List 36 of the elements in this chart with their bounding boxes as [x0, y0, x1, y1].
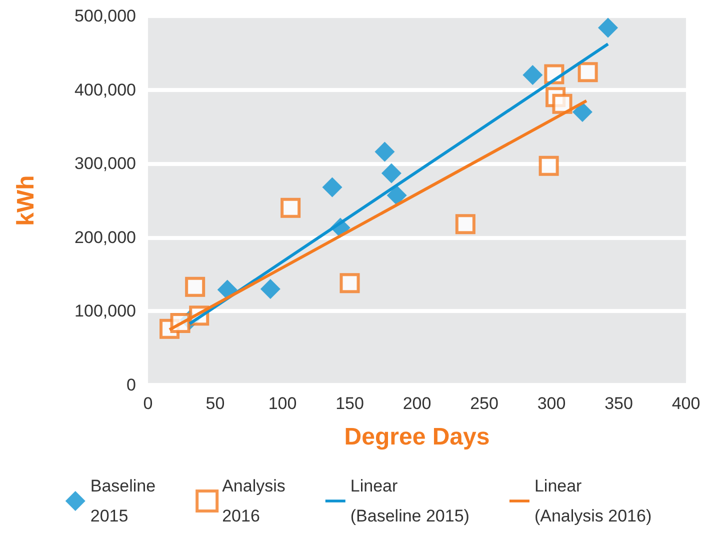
point: [578, 62, 598, 82]
y-tick-label: 400,000: [74, 80, 136, 100]
y-tick-label: 300,000: [74, 154, 136, 174]
point: [374, 142, 395, 162]
point: [185, 276, 206, 297]
x-tick-label: 50: [206, 394, 225, 413]
point: [322, 177, 342, 198]
legend-label: Analysis 2016: [222, 476, 286, 526]
x-tick-label: 350: [604, 394, 633, 413]
x-tick-label: 400: [672, 394, 700, 413]
x-tick-label: 200: [402, 394, 432, 413]
point: [280, 198, 301, 218]
x-tick-label: 100: [268, 394, 297, 413]
x-tick-label: 0: [143, 394, 153, 413]
point: [598, 18, 618, 38]
point: [522, 65, 543, 86]
point: [455, 214, 476, 234]
point: [260, 279, 280, 300]
legend-label: Baseline 2015: [90, 476, 156, 526]
y-tick-label: 100,000: [74, 302, 136, 321]
point: [386, 185, 407, 206]
legend-label: Linear (Baseline 2015): [350, 476, 470, 526]
point: [572, 102, 592, 122]
y-tick-label: 500,000: [74, 6, 136, 26]
y-tick-label: 0: [126, 376, 136, 394]
y-axis-title: kWh: [12, 175, 40, 226]
x-tick-label: 300: [537, 394, 566, 413]
x-tick-label: 150: [336, 394, 364, 413]
point: [538, 156, 559, 176]
y-tick-label: 200,000: [74, 228, 136, 247]
point: [552, 94, 572, 114]
x-axis-title: Degree Days: [344, 424, 490, 450]
point: [340, 273, 360, 294]
point: [381, 163, 402, 184]
legend-label: Linear (Analysis 2016): [534, 476, 652, 526]
x-tick-label: 250: [470, 394, 498, 413]
